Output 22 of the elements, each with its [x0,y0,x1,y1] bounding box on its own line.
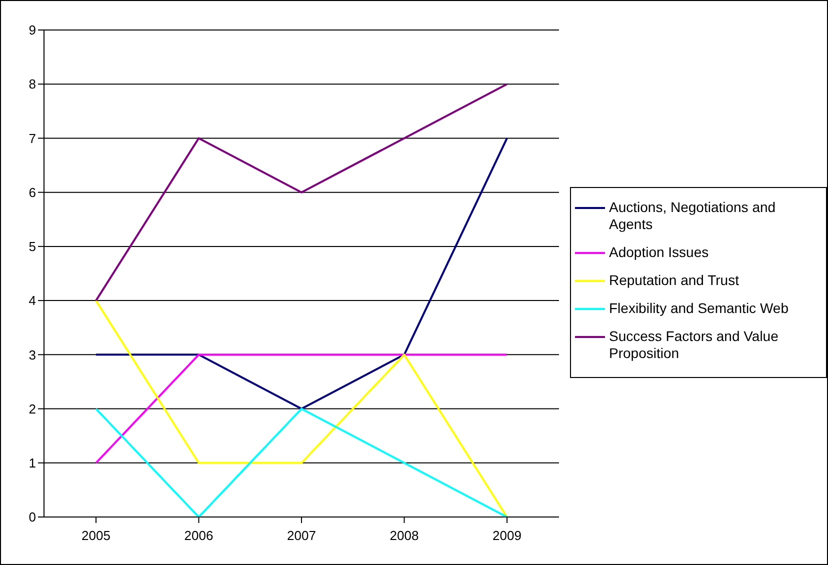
y-tick-label: 0 [28,510,36,525]
legend-label: Adoption Issues [609,244,709,261]
y-tick-label: 7 [28,130,36,146]
y-tick-label: 8 [28,76,36,92]
line-series [95,83,508,302]
x-tick-label: 2008 [390,528,419,544]
legend-label: Flexibility and Semantic Web [609,300,788,317]
y-tick-label: 3 [28,347,36,362]
x-tick-label: 2006 [184,528,214,544]
x-tick-label: 2005 [82,528,110,544]
y-tick-label: 6 [28,184,36,200]
legend-label: Reputation and Trust [609,272,739,289]
y-tick-label: 1 [28,456,36,471]
y-tick-label: 9 [28,22,36,38]
line-series [95,300,508,517]
x-tick-label: 2009 [492,528,522,544]
x-tick-label: 2007 [287,528,316,544]
legend-label: Auctions, Negotiations and Agents [609,199,777,233]
y-tick-label: 5 [28,239,36,254]
y-tick-label: 4 [28,293,36,308]
legend-label: Success Factors and Value Proposition [609,328,780,362]
y-tick-label: 2 [28,401,36,416]
